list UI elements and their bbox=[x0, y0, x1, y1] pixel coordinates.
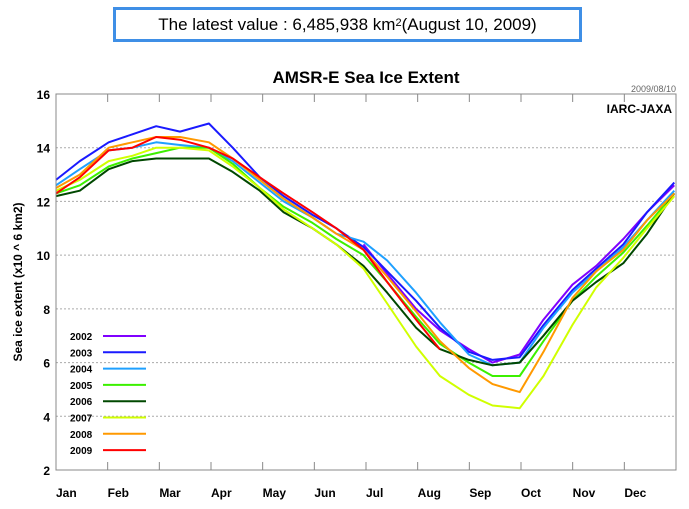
y-tick-label: 2 bbox=[43, 464, 50, 478]
y-tick-label: 14 bbox=[37, 142, 51, 156]
x-tick-label: Sep bbox=[469, 486, 491, 500]
y-axis-ticks: 2 4 6 8 10 12 14 16 bbox=[37, 88, 51, 478]
y-tick-label: 16 bbox=[37, 88, 51, 102]
legend-label-2003: 2003 bbox=[70, 348, 93, 359]
y-tick-label: 6 bbox=[43, 357, 50, 371]
legend-label-2009: 2009 bbox=[70, 446, 93, 457]
x-tick-label: Nov bbox=[573, 486, 596, 500]
y-tick-label: 4 bbox=[43, 410, 50, 424]
series-line-2004 bbox=[55, 141, 676, 367]
latest-value-suffix: (August 10, 2009) bbox=[401, 14, 537, 34]
x-tick-label: Aug bbox=[418, 486, 441, 500]
gridlines bbox=[56, 147, 676, 417]
plot-frame bbox=[55, 93, 677, 471]
chart-title: AMSR-E Sea Ice Extent bbox=[272, 68, 459, 87]
y-axis-label: Sea ice extent (x10 ^ 6 km2) bbox=[11, 202, 25, 361]
x-tick-label: Feb bbox=[108, 486, 129, 500]
series-lines bbox=[55, 122, 676, 410]
x-axis-ticks: Jan Feb Mar Apr May Jun Jul Aug Sep Oct Nov Dec bbox=[56, 94, 647, 500]
x-tick-label: Jun bbox=[314, 486, 335, 500]
credit-label: IARC-JAXA bbox=[607, 102, 673, 116]
series-line-2007 bbox=[55, 146, 676, 410]
legend-label-2005: 2005 bbox=[70, 381, 93, 392]
x-tick-label: May bbox=[263, 486, 287, 500]
legend-label-2004: 2004 bbox=[70, 365, 93, 376]
y-tick-label: 10 bbox=[37, 249, 51, 263]
series-line-2003 bbox=[55, 122, 676, 361]
x-tick-label: Jan bbox=[56, 486, 77, 500]
series-line-2006 bbox=[55, 157, 676, 367]
x-tick-label: Mar bbox=[159, 486, 181, 500]
x-tick-label: Apr bbox=[211, 486, 232, 500]
latest-value-banner: The latest value : 6,485,938 km 2 (August… bbox=[113, 7, 582, 42]
legend-label-2002: 2002 bbox=[70, 332, 93, 343]
x-tick-label: Dec bbox=[624, 486, 646, 500]
series-line-2005 bbox=[55, 146, 676, 377]
series-line-2009 bbox=[55, 136, 441, 351]
y-tick-label: 12 bbox=[37, 195, 51, 209]
x-tick-label: Oct bbox=[521, 486, 541, 500]
series-line-2008 bbox=[55, 136, 676, 394]
y-tick-label: 8 bbox=[43, 303, 50, 317]
x-tick-label: Jul bbox=[366, 486, 383, 500]
date-stamp: 2009/08/10 bbox=[631, 84, 676, 94]
legend-label-2007: 2007 bbox=[70, 414, 93, 425]
legend-label-2008: 2008 bbox=[70, 430, 93, 441]
latest-value-prefix: The latest value : 6,485,938 km bbox=[158, 14, 396, 34]
legend-label-2006: 2006 bbox=[70, 397, 93, 408]
legend: 2002 2003 2004 2005 2006 2007 2008 2009 bbox=[70, 332, 146, 457]
series-line-2002 bbox=[362, 184, 676, 364]
latest-value-superscript: 2 bbox=[395, 16, 402, 29]
